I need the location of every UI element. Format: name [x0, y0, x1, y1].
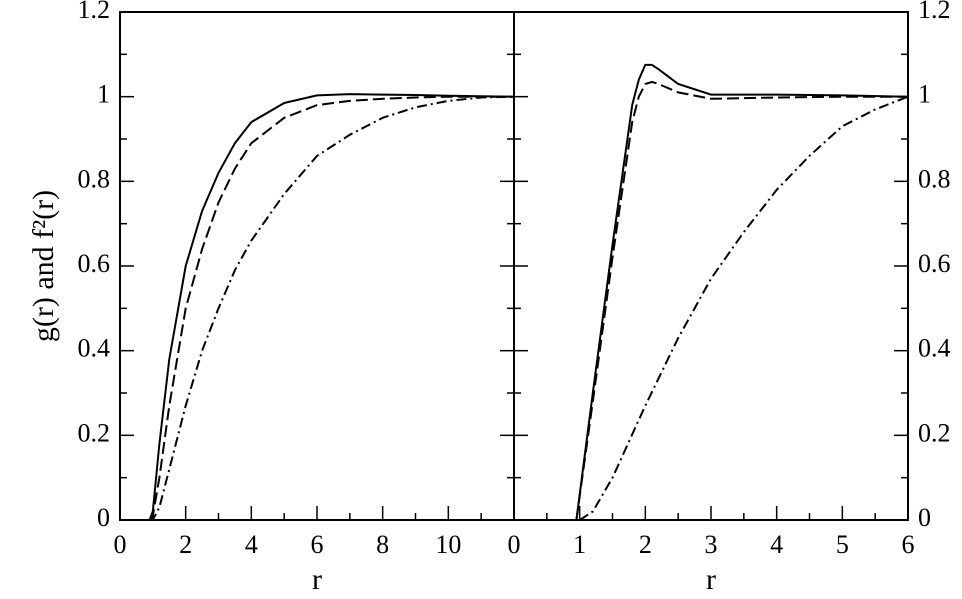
y-tick-label: 0.6: [918, 249, 951, 278]
data-line: [149, 95, 515, 521]
x-tick-label: 2: [179, 530, 192, 559]
y-tick-label: 0: [918, 503, 931, 532]
data-line: [575, 80, 908, 521]
y-tick-label: 0: [97, 503, 110, 532]
data-line: [148, 93, 515, 521]
plot-frame: [513, 11, 909, 521]
x-tick-label: 5: [836, 530, 849, 559]
x-tick-label: 4: [245, 530, 258, 559]
data-line: [148, 95, 514, 521]
y-tick-label: 0.4: [78, 334, 111, 363]
data-line: [575, 63, 909, 521]
y-tick-label: 1: [97, 80, 110, 109]
x-tick-label: 8: [376, 530, 389, 559]
x-tick-label: 2: [639, 530, 652, 559]
y-tick-label: 0.2: [78, 418, 111, 447]
x-tick-label: 6: [902, 530, 915, 559]
x-tick-label: 3: [705, 530, 718, 559]
x-axis-label: r: [706, 563, 716, 596]
y-axis-label: g(r) and f²(r): [27, 190, 60, 342]
y-tick-label: 1.2: [78, 0, 111, 24]
plot-frame: [119, 11, 515, 521]
x-tick-label: 0: [508, 530, 521, 559]
x-tick-label: 10: [435, 530, 461, 559]
y-tick-label: 0.6: [78, 249, 111, 278]
y-tick-label: 0.2: [918, 418, 951, 447]
x-tick-label: 1: [573, 530, 586, 559]
data-line: [579, 95, 909, 521]
x-tick-label: 4: [770, 530, 783, 559]
y-tick-label: 0.4: [918, 334, 951, 363]
y-tick-label: 1: [918, 80, 931, 109]
x-tick-label: 6: [311, 530, 324, 559]
y-tick-label: 0.8: [918, 164, 951, 193]
x-axis-label: r: [312, 563, 322, 596]
y-tick-label: 1.2: [918, 0, 951, 24]
y-tick-label: 0.8: [78, 164, 111, 193]
x-tick-label: 0: [114, 530, 127, 559]
